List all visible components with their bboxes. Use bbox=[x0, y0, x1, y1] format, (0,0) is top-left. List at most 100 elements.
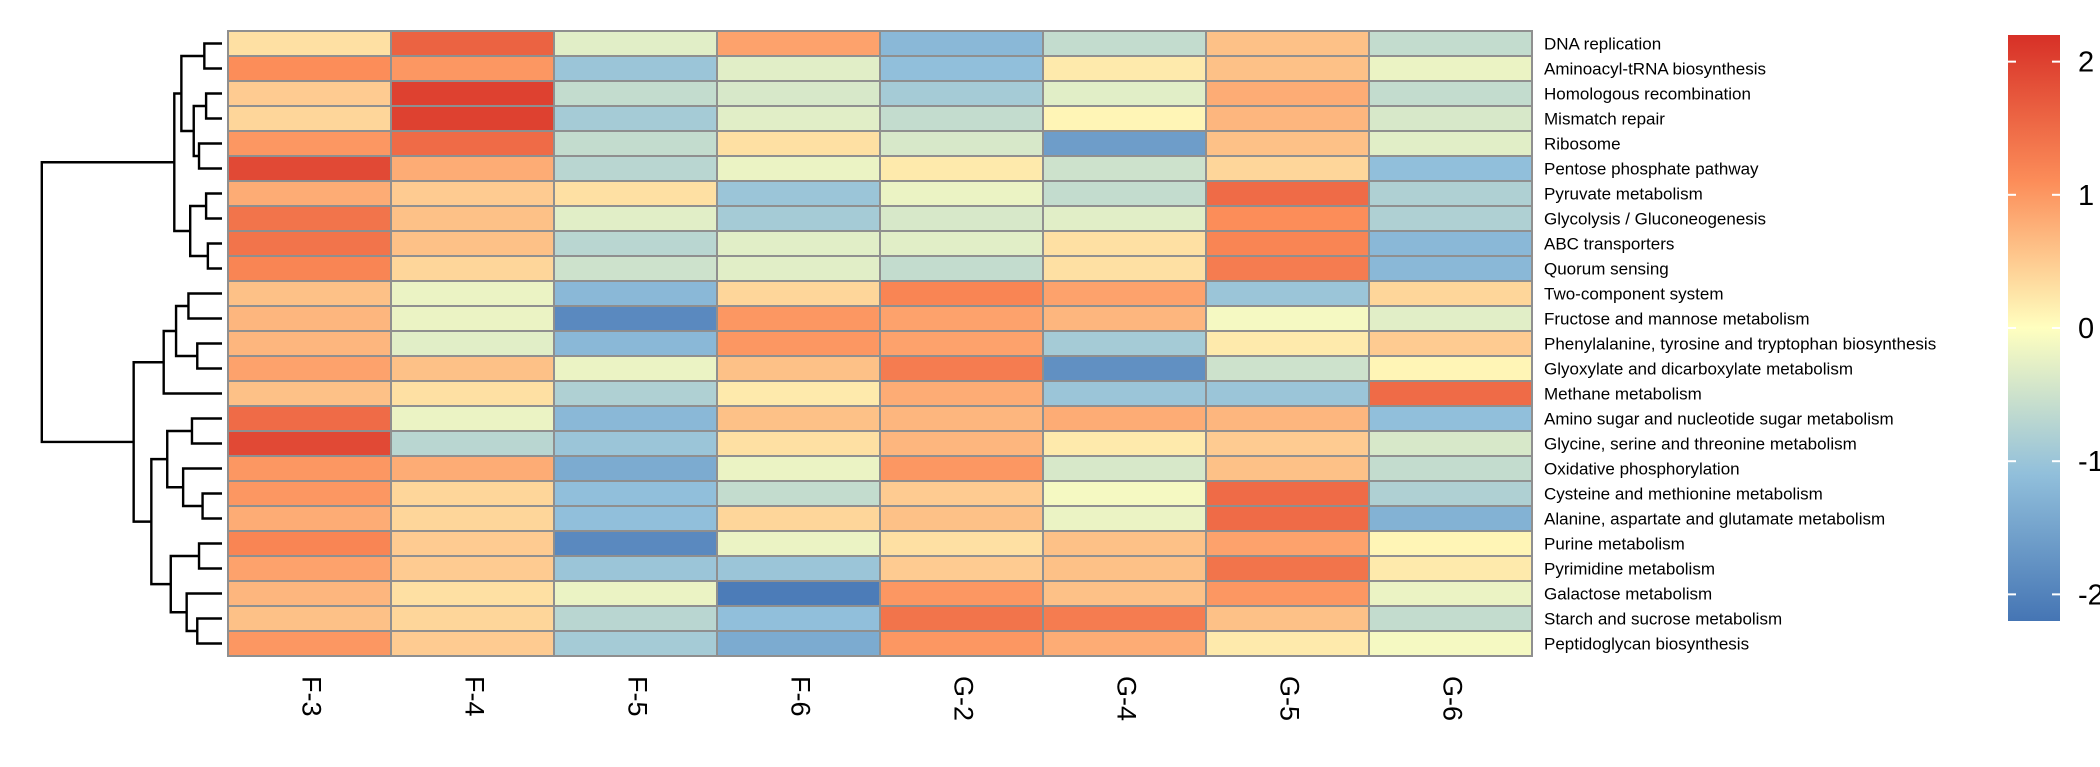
heatmap-cell bbox=[390, 305, 555, 332]
heatmap-cell bbox=[716, 380, 881, 407]
dendrogram-branch bbox=[169, 554, 200, 614]
column-label: G-4 bbox=[1111, 676, 1141, 721]
heatmap-cell bbox=[879, 605, 1044, 632]
heatmap-cell bbox=[1042, 580, 1207, 607]
heatmap-cell bbox=[227, 530, 392, 557]
legend-tick-label: -2 bbox=[2078, 579, 2100, 611]
row-label: Glycine, serine and threonine metabolism bbox=[1544, 435, 1857, 454]
heatmap-cell bbox=[879, 330, 1044, 357]
heatmap-cell bbox=[716, 30, 881, 57]
heatmap-cell bbox=[227, 580, 392, 607]
dendrogram-branch bbox=[196, 342, 222, 370]
heatmap-cell bbox=[879, 205, 1044, 232]
heatmap-cell bbox=[1042, 480, 1207, 507]
heatmap-cell bbox=[716, 630, 881, 657]
heatmap-cell bbox=[1368, 230, 1533, 257]
heatmap-cell bbox=[1205, 455, 1370, 482]
heatmap-cell bbox=[716, 605, 881, 632]
heatmap-cell bbox=[1042, 455, 1207, 482]
heatmap-cell bbox=[1368, 55, 1533, 82]
heatmap-cells bbox=[227, 30, 1533, 657]
heatmap-cell bbox=[390, 280, 555, 307]
heatmap-cell bbox=[879, 305, 1044, 332]
heatmap-cell bbox=[1205, 230, 1370, 257]
dendrogram-branch bbox=[206, 242, 222, 270]
heatmap-cell bbox=[1042, 230, 1207, 257]
row-label: Oxidative phosphorylation bbox=[1544, 460, 1740, 479]
color-legend: 2 1 0 -1 -2 bbox=[2008, 35, 2100, 621]
heatmap-cell bbox=[879, 355, 1044, 382]
heatmap-cell bbox=[390, 230, 555, 257]
heatmap-cell bbox=[1205, 605, 1370, 632]
heatmap-cell bbox=[716, 355, 881, 382]
row-label: Quorum sensing bbox=[1544, 260, 1669, 279]
heatmap-cell bbox=[227, 80, 392, 107]
heatmap-cell bbox=[1205, 205, 1370, 232]
heatmap-cell bbox=[879, 555, 1044, 582]
heatmap-cell bbox=[227, 180, 392, 207]
heatmap-cell bbox=[716, 405, 881, 432]
row-label: Galactose metabolism bbox=[1544, 585, 1712, 604]
heatmap-cell bbox=[553, 555, 718, 582]
heatmap-cell bbox=[716, 205, 881, 232]
heatmap-cell bbox=[1205, 30, 1370, 57]
dendrogram-branch bbox=[197, 142, 222, 170]
heatmap-cell bbox=[879, 155, 1044, 182]
heatmap-cell bbox=[879, 505, 1044, 532]
row-label: Ribosome bbox=[1544, 135, 1621, 154]
heatmap-cell bbox=[553, 480, 718, 507]
heatmap-cell bbox=[390, 80, 555, 107]
dendrogram-branch bbox=[201, 492, 222, 520]
heatmap-cell bbox=[553, 30, 718, 57]
column-label: F-5 bbox=[622, 676, 652, 717]
heatmap-cell bbox=[716, 580, 881, 607]
heatmap-cell bbox=[879, 55, 1044, 82]
heatmap-cell bbox=[1042, 180, 1207, 207]
row-label: Pentose phosphate pathway bbox=[1544, 160, 1759, 179]
heatmap-cell bbox=[716, 130, 881, 157]
heatmap-cell bbox=[553, 155, 718, 182]
heatmap-cell bbox=[553, 330, 718, 357]
heatmap-cell bbox=[1368, 355, 1533, 382]
heatmap-cell bbox=[879, 430, 1044, 457]
heatmap-cell bbox=[1042, 305, 1207, 332]
heatmap-cell bbox=[1205, 180, 1370, 207]
dendrogram-branch bbox=[180, 54, 205, 133]
row-label: Peptidoglycan biosynthesis bbox=[1544, 635, 1749, 654]
row-label: Two-component system bbox=[1544, 285, 1724, 304]
heatmap-cell bbox=[716, 505, 881, 532]
heatmap-cell bbox=[1205, 355, 1370, 382]
heatmap-cell bbox=[879, 380, 1044, 407]
heatmap-cell bbox=[1368, 180, 1533, 207]
heatmap-cell bbox=[1205, 330, 1370, 357]
heatmap-cell bbox=[1042, 130, 1207, 157]
heatmap-cell bbox=[1205, 280, 1370, 307]
heatmap-cell bbox=[1042, 530, 1207, 557]
heatmap-cell bbox=[1368, 630, 1533, 657]
heatmap-cell bbox=[227, 455, 392, 482]
heatmap-cell bbox=[879, 580, 1044, 607]
row-label: Pyrimidine metabolism bbox=[1544, 560, 1715, 579]
heatmap-cell bbox=[553, 205, 718, 232]
heatmap-cell bbox=[1042, 630, 1207, 657]
heatmap-cell bbox=[553, 305, 718, 332]
heatmap-cell bbox=[879, 105, 1044, 132]
heatmap-cell bbox=[1368, 80, 1533, 107]
heatmap-cell bbox=[716, 180, 881, 207]
heatmap-cell bbox=[227, 380, 392, 407]
column-label: F-4 bbox=[459, 676, 489, 717]
heatmap-cell bbox=[227, 30, 392, 57]
heatmap-cell bbox=[1368, 255, 1533, 282]
heatmap-cell bbox=[1205, 555, 1370, 582]
row-label: Cysteine and methionine metabolism bbox=[1544, 485, 1823, 504]
heatmap-cell bbox=[553, 455, 718, 482]
row-label: Aminoacyl-tRNA biosynthesis bbox=[1544, 60, 1766, 79]
heatmap-cell bbox=[879, 455, 1044, 482]
heatmap-cell bbox=[227, 130, 392, 157]
heatmap-cell bbox=[390, 430, 555, 457]
heatmap-cell bbox=[227, 555, 392, 582]
row-label: ABC transporters bbox=[1544, 235, 1674, 254]
heatmap-cell bbox=[553, 280, 718, 307]
heatmap-cell bbox=[879, 30, 1044, 57]
heatmap-cell bbox=[716, 305, 881, 332]
